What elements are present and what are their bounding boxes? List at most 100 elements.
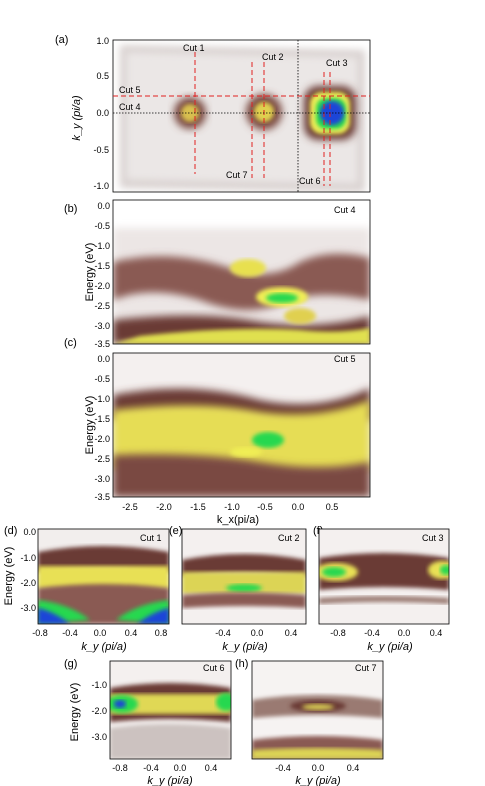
svg-text:0.0: 0.0 [292,502,305,512]
svg-text:-2.0: -2.0 [20,578,36,588]
svg-text:-1.5: -1.5 [94,261,110,271]
svg-text:-2.0: -2.0 [94,281,110,291]
svg-text:0.4: 0.4 [205,763,218,773]
cut-5-label: Cut 5 [119,85,141,95]
panel-g-cut-label: Cut 6 [203,663,225,673]
panel-a-ylabel: k_y (pi/a) [71,95,83,141]
svg-text:-0.4: -0.4 [62,628,78,638]
svg-text:-1.0: -1.0 [91,680,107,690]
panel-h-cut-label: Cut 7 [355,663,377,673]
svg-text:0.5: 0.5 [326,502,339,512]
svg-text:0.8: 0.8 [155,628,168,638]
svg-text:-3.0: -3.0 [94,321,110,331]
svg-text:0.4: 0.4 [125,628,138,638]
panel-a-label: (a) [55,34,68,46]
panel-d-xticks: -0.8 -0.4 0.0 0.4 0.8 [32,628,167,638]
svg-text:0.5: 0.5 [96,71,109,81]
panel-g-map [110,661,231,759]
svg-text:-2.0: -2.0 [94,434,110,444]
panel-b-yticks: 0.0 -0.5 -1.0 -1.5 -2.0 -2.5 -3.0 -3.5 [94,201,110,349]
panel-h: (h) Cut 7 -0.4 0.0 0.4 k_y (pi/a) [235,658,384,786]
svg-text:0.0: 0.0 [97,201,110,211]
svg-text:0.0: 0.0 [23,527,36,537]
panel-f-xlabel: k_y (pi/a) [367,641,413,653]
svg-text:-0.5: -0.5 [93,145,109,155]
svg-text:0.0: 0.0 [398,628,411,638]
svg-text:0.0: 0.0 [96,108,109,118]
panel-h-label: (h) [235,658,248,670]
svg-text:-0.5: -0.5 [94,374,110,384]
panel-f-map [319,529,449,624]
svg-text:-0.5: -0.5 [257,502,273,512]
panel-h-xticks: -0.4 0.0 0.4 [275,763,359,773]
svg-text:-0.4: -0.4 [215,628,231,638]
svg-text:-3.5: -3.5 [94,492,110,502]
panel-f-label: (f) [313,525,323,537]
cut-6-label: Cut 6 [299,176,321,186]
svg-text:-2.5: -2.5 [94,454,110,464]
panel-h-xlabel: k_y (pi/a) [295,775,341,786]
svg-text:-1.0: -1.0 [94,241,110,251]
svg-text:0.0: 0.0 [174,763,187,773]
panel-c-xticks: -2.5 -2.0 -1.5 -1.0 -0.5 0.0 0.5 [122,502,338,512]
panel-g-ylabel: Energy (eV) [69,683,81,742]
panel-e-xticks: -0.4 0.0 0.4 [215,628,297,638]
panel-c-label: (c) [64,337,77,349]
panel-a-yticks: 1.0 0.5 0.0 -0.5 -1.0 [93,36,109,191]
panel-c-xlabel: k_x(pi/a) [217,514,259,526]
svg-text:-1.5: -1.5 [190,502,206,512]
cut-2-label: Cut 2 [262,52,284,62]
svg-text:-1.0: -1.0 [93,181,109,191]
svg-text:0.0: 0.0 [94,628,107,638]
svg-text:1.0: 1.0 [96,36,109,46]
panel-f-xticks: -0.8 -0.4 0.0 0.4 [330,628,442,638]
panel-c: (c) Cut 5 0.0 -0.5 -1.0 -1.5 -2.0 -2.5 -… [64,337,371,526]
panel-d-label: (d) [4,525,17,537]
panel-a-cut-lines [113,52,370,186]
svg-text:-1.0: -1.0 [224,502,240,512]
svg-text:-3.0: -3.0 [91,732,107,742]
svg-text:-2.5: -2.5 [94,301,110,311]
panel-d-xlabel: k_y (pi/a) [81,641,127,653]
svg-text:-0.4: -0.4 [275,763,291,773]
panel-e-label: (e) [169,525,182,537]
panel-d-yticks: 0.0 -1.0 -2.0 -3.0 [20,527,36,613]
svg-text:0.0: 0.0 [251,628,264,638]
panel-g-yticks: -1.0 -2.0 -3.0 [91,680,107,742]
svg-text:0.4: 0.4 [347,763,360,773]
svg-text:-1.0: -1.0 [20,553,36,563]
svg-text:-0.4: -0.4 [143,763,159,773]
svg-text:0.4: 0.4 [285,628,298,638]
panel-g-xticks: -0.8 -0.4 0.0 0.4 [112,763,217,773]
panel-g-label: (g) [64,658,77,670]
panel-h-map [252,661,383,759]
svg-text:-2.0: -2.0 [91,706,107,716]
svg-text:-0.4: -0.4 [364,628,380,638]
panel-f: (f) Cut 3 -0.8 -0.4 0.0 0.4 k_y (pi/a) [313,525,450,653]
panel-e: (e) Cut 2 -0.4 0.0 0.4 k_y (pi/a) [169,525,307,653]
panel-c-cut-label: Cut 5 [334,354,356,364]
panel-f-cut-label: Cut 3 [422,533,444,543]
svg-text:-0.8: -0.8 [32,628,48,638]
svg-text:-3.0: -3.0 [20,603,36,613]
cut-7-label: Cut 7 [226,170,248,180]
svg-text:-0.5: -0.5 [94,221,110,231]
panel-d-cut-label: Cut 1 [140,533,162,543]
panel-e-map [182,529,306,624]
svg-text:0.0: 0.0 [312,763,325,773]
cut-1-label: Cut 1 [183,43,205,53]
svg-text:0.4: 0.4 [430,628,443,638]
panel-a: (a) Cut 1 Cut 2 Cut 3 Cut 5 Cut 4 [55,34,371,193]
svg-text:-2.0: -2.0 [156,502,172,512]
panel-c-map [113,353,370,497]
panel-d: (d) Cut 1 0.0 -1.0 -2.0 -3.0 Energy (eV)… [3,525,170,653]
panel-e-xlabel: k_y (pi/a) [222,641,268,653]
cut-3-label: Cut 3 [326,58,348,68]
svg-text:-1.0: -1.0 [94,394,110,404]
panel-c-yticks: 0.0 -0.5 -1.0 -1.5 -2.0 -2.5 -3.0 -3.5 [94,354,110,502]
panel-g: (g) Cut 6 -1.0 -2.0 -3.0 Energy (eV) -0.… [64,658,232,786]
panel-c-ylabel: Energy (eV) [84,396,96,455]
panel-d-map [38,529,169,624]
panel-b: (b) Cut 4 0.0 -0.5 -1.0 -1.5 -2.0 -2.5 -… [64,199,371,349]
